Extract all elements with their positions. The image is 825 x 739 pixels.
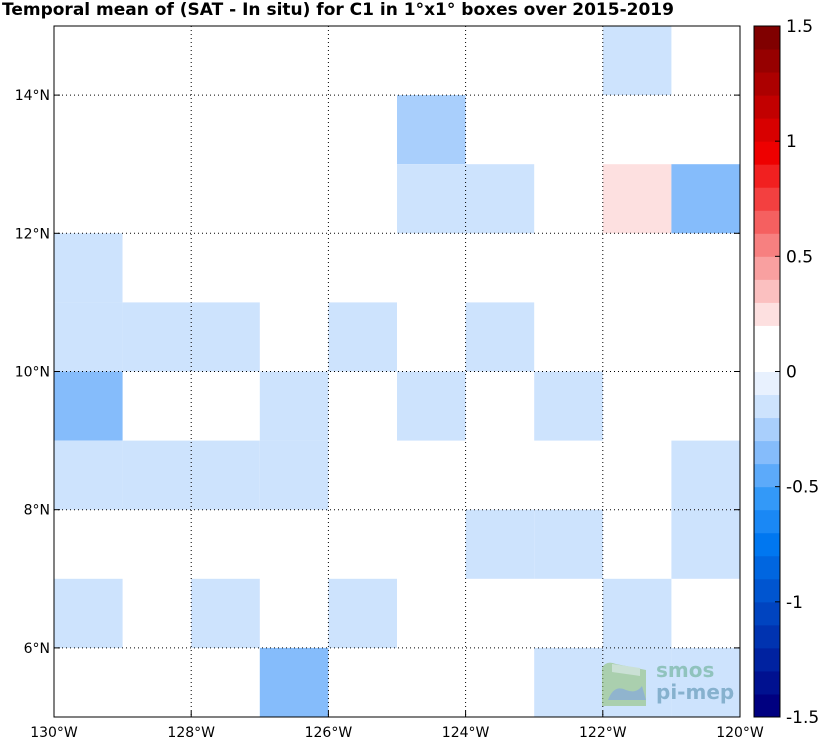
- colorbar-tick-label: -0.5: [786, 478, 819, 498]
- colorbar-segment: [754, 555, 780, 580]
- heatmap-cell: [54, 95, 123, 165]
- y-tick-label: 10°N: [15, 365, 50, 381]
- colorbar-segment: [754, 509, 780, 534]
- colorbar-segment: [754, 440, 780, 465]
- heatmap-cell: [54, 233, 123, 303]
- heatmap-cell: [671, 440, 740, 510]
- heatmap-cell: [191, 578, 260, 648]
- heatmap-cell: [122, 302, 192, 372]
- heatmap-cell: [259, 440, 329, 510]
- heatmap-cell: [259, 371, 329, 441]
- colorbar-segment: [754, 302, 780, 326]
- y-tick-label: 14°N: [15, 88, 50, 104]
- heatmap-cell: [259, 647, 329, 717]
- x-tick-label: 126°W: [305, 725, 353, 739]
- colorbar-tick-label: -1: [786, 593, 803, 613]
- colorbar-segment: [754, 670, 780, 695]
- heatmap-cell: [397, 371, 466, 441]
- heatmap-cell: [191, 302, 260, 372]
- heatmap-cell: [671, 164, 740, 234]
- x-tick-label: 128°W: [167, 725, 215, 739]
- colorbar-segment: [754, 693, 780, 718]
- colorbar-segment: [754, 187, 780, 211]
- colorbar-segment: [754, 647, 780, 672]
- colorbar-segment: [754, 210, 780, 234]
- colorbar-segment: [754, 417, 780, 442]
- heatmap-cell: [465, 509, 535, 579]
- heatmap-cell: [397, 95, 466, 165]
- colorbar-tick-label: 0.5: [786, 247, 813, 267]
- colorbar-tick-label: 1.5: [786, 17, 813, 37]
- pi-mep-logo-icon: [602, 662, 646, 706]
- heatmap-cell: [534, 509, 603, 579]
- colorbar-tick-label: -1.5: [786, 708, 819, 728]
- colorbar-segment: [754, 486, 780, 511]
- heatmap-cell: [191, 440, 260, 510]
- watermark-line1: smos: [656, 658, 714, 682]
- heatmap-cell: [397, 164, 466, 234]
- chart-title: Temporal mean of (SAT - In situ) for C1 …: [2, 0, 674, 20]
- colorbar-segment: [754, 118, 780, 142]
- heatmap-cells: [54, 26, 740, 717]
- colorbar-segment: [754, 49, 780, 73]
- colorbar-segment: [754, 463, 780, 488]
- colorbar-segment: [754, 578, 780, 603]
- colorbar-segment: [754, 233, 780, 257]
- heatmap-cell: [328, 302, 397, 372]
- heatmap-cell: [122, 233, 192, 303]
- heatmap-cell: [54, 371, 123, 441]
- heatmap-cell: [534, 647, 603, 717]
- colorbar-segment: [754, 532, 780, 557]
- heatmap-cell: [54, 578, 123, 648]
- heatmap-cell: [534, 371, 603, 441]
- heatmap-cell: [671, 647, 740, 717]
- watermark: smos pi-mep: [602, 658, 734, 706]
- watermark-line2: pi-mep: [656, 680, 734, 704]
- colorbar-segment: [754, 26, 780, 50]
- y-tick-label: 12°N: [15, 226, 50, 242]
- heatmap-cell: [602, 26, 672, 96]
- x-tick-label: 124°W: [442, 725, 490, 739]
- colorbar-segment: [754, 624, 780, 649]
- colorbar-segment: [754, 348, 780, 372]
- heatmap-cell: [602, 164, 672, 234]
- heatmap-cell: [328, 578, 397, 648]
- heatmap-cell: [465, 164, 535, 234]
- colorbar-segment: [754, 141, 780, 165]
- heatmap-cell: [54, 302, 123, 372]
- x-tick-label: 120°W: [716, 725, 764, 739]
- colorbar-segment: [754, 72, 780, 96]
- colorbar-segment: [754, 325, 780, 349]
- y-tick-label: 6°N: [24, 641, 50, 657]
- colorbar: 1.5 1 0.5 0 -0.5 -1 -1.5: [753, 17, 819, 728]
- colorbar-segment: [754, 279, 780, 303]
- colorbar-tick-label: 0: [786, 363, 797, 383]
- colorbar-segment: [754, 256, 780, 280]
- heatmap-cell: [122, 440, 192, 510]
- colorbar-segment: [754, 394, 780, 419]
- heatmap-cell: [54, 440, 123, 510]
- y-tick-label: 8°N: [24, 503, 50, 519]
- x-tick-label: 122°W: [579, 725, 627, 739]
- y-axis: 6°N 8°N 10°N 12°N 14°N: [15, 88, 740, 657]
- x-axis: 130°W 128°W 126°W 124°W 122°W 120°W: [30, 711, 764, 739]
- heatmap-cell: [602, 578, 672, 648]
- x-tick-label: 130°W: [30, 725, 78, 739]
- colorbar-segment: [754, 164, 780, 188]
- colorbar-segment: [754, 371, 780, 396]
- colorbar-tick-label: 1: [786, 132, 797, 152]
- colorbar-segment: [754, 601, 780, 626]
- heatmap-cell: [671, 509, 740, 579]
- colorbar-segment: [754, 95, 780, 119]
- heatmap-cell: [465, 302, 535, 372]
